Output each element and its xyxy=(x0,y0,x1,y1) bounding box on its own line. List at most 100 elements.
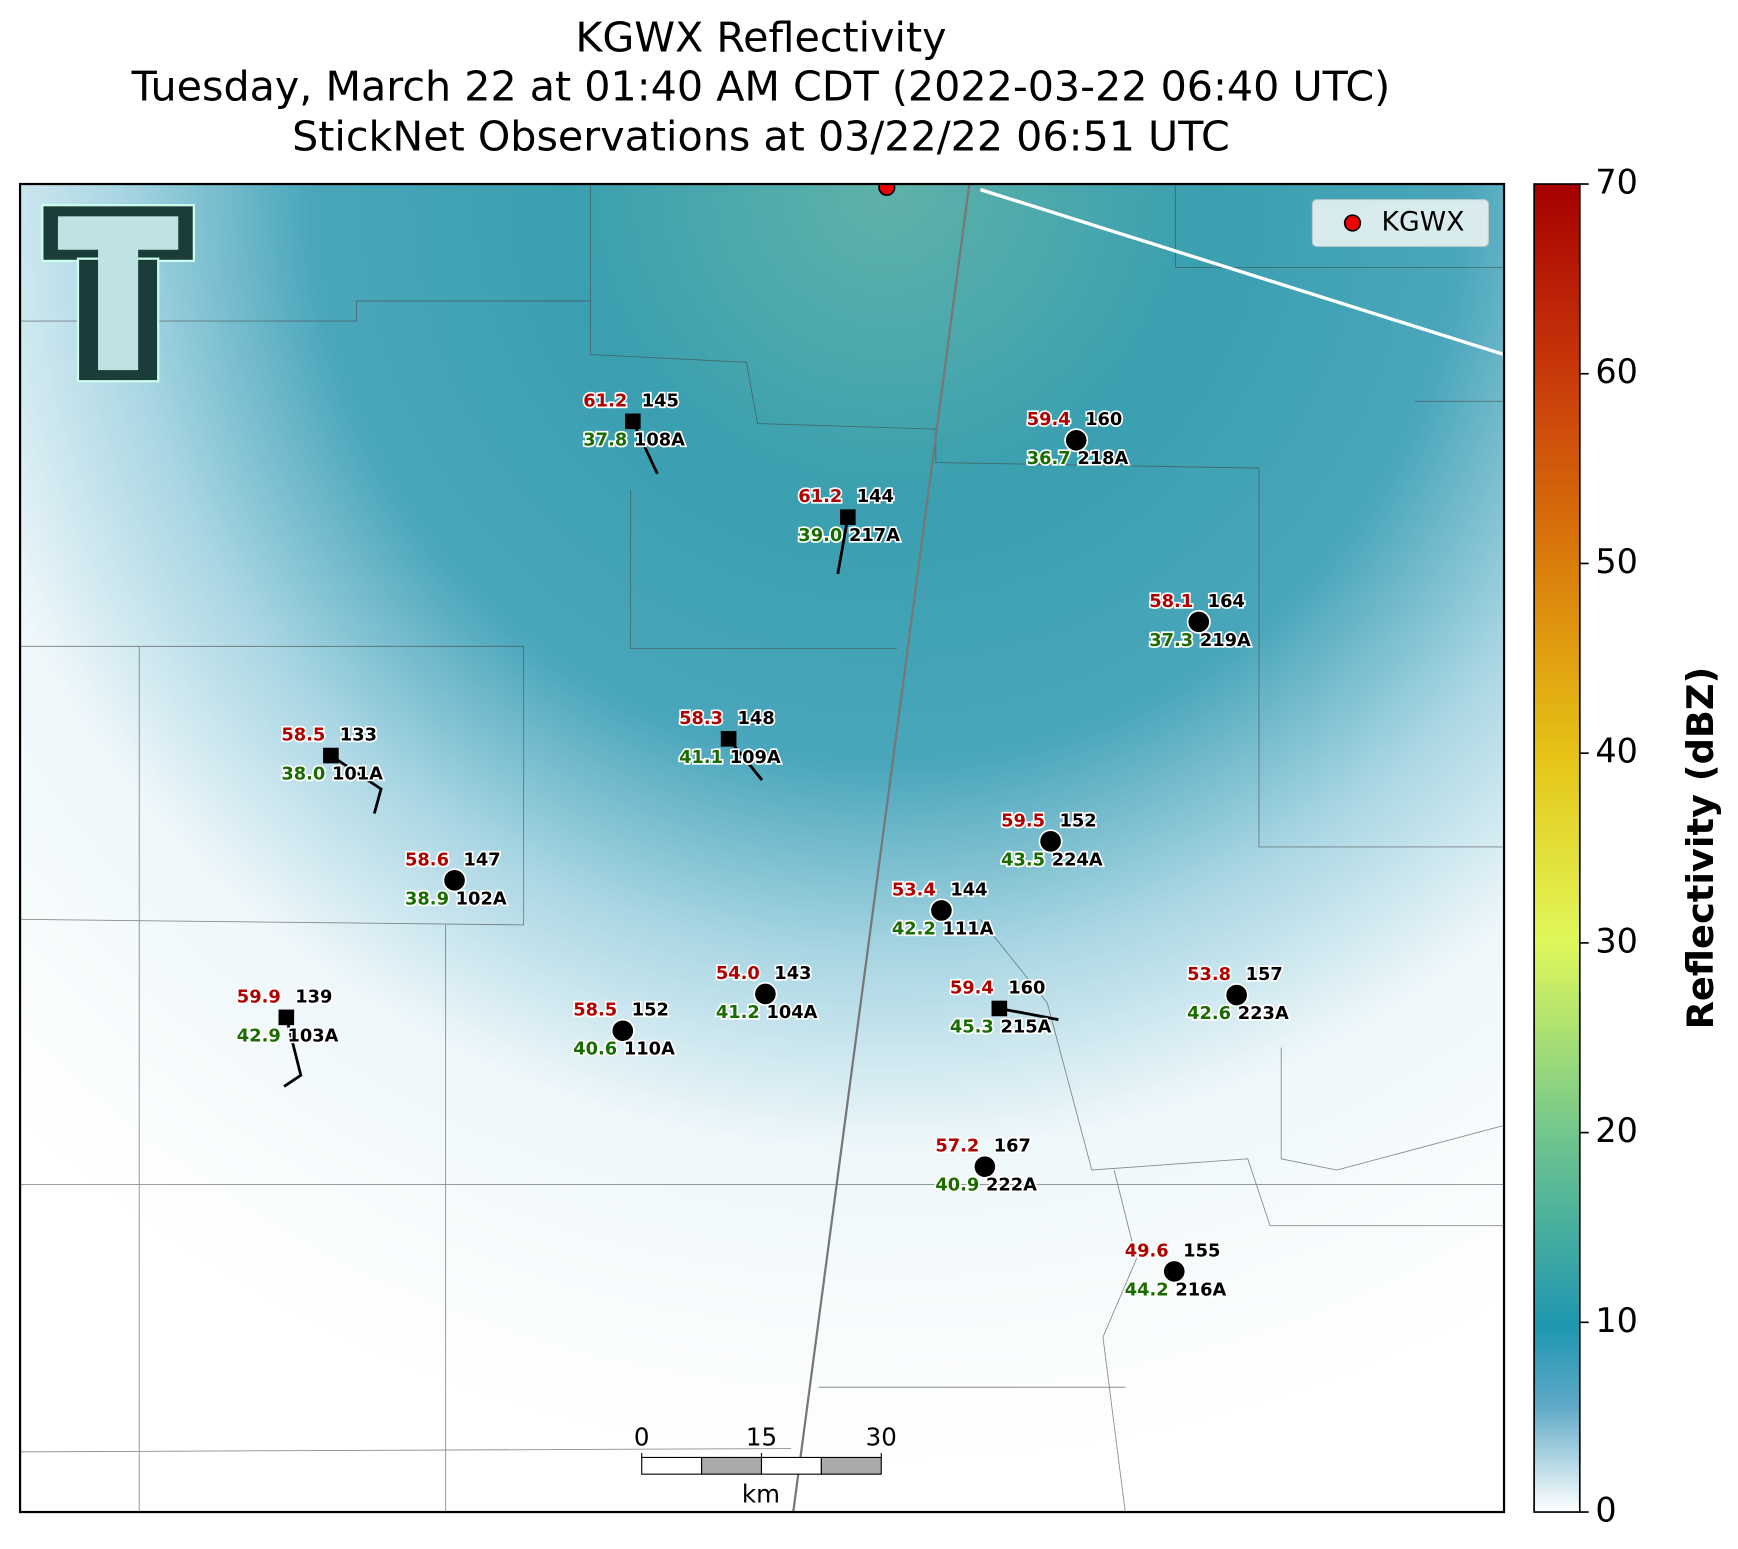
station: 58.5 152 40.6 110A xyxy=(572,998,677,1061)
scale-label: 15 xyxy=(746,1423,777,1452)
scale-label: 0 xyxy=(634,1423,650,1452)
station: 58.6 147 38.9 102A xyxy=(403,848,508,911)
station-black-value: 157 xyxy=(1246,964,1283,985)
station-marker xyxy=(1162,1259,1187,1284)
station: 53.4 144 42.2 111A xyxy=(890,878,995,941)
station: 59.5 152 43.5 224A xyxy=(999,809,1104,872)
station: 59.4 160 36.7 218A xyxy=(1025,408,1130,471)
station-id: 101A xyxy=(332,764,383,785)
scale-bar: 0 15 30 km xyxy=(634,1423,897,1509)
station-green-value: 37.8 xyxy=(583,429,627,450)
station-marker xyxy=(840,509,856,525)
colorbar-tick-label: 40 xyxy=(1595,732,1638,771)
station-green-value: 36.7 xyxy=(1027,448,1071,469)
scale-segment xyxy=(641,1456,703,1475)
station-red-value: 57.2 xyxy=(935,1136,979,1157)
colorbar: 0 10 20 30 40 50 60 70 xyxy=(1533,163,1638,1530)
subtitle: Tuesday, March 22 at 01:40 AM CDT (2022-… xyxy=(131,62,1391,110)
station: 61.2 145 37.8 108A xyxy=(582,389,687,475)
station-marker xyxy=(1224,983,1249,1008)
station-black-value: 144 xyxy=(857,486,894,507)
station-marker xyxy=(929,898,954,923)
station-id: 222A xyxy=(986,1175,1037,1196)
scale-unit: km xyxy=(742,1479,780,1508)
station-black-value: 155 xyxy=(1183,1240,1220,1261)
station: 54.0 143 41.2 104A xyxy=(714,961,819,1024)
station: 57.2 167 40.9 222A xyxy=(934,1134,1039,1197)
station-green-value: 37.3 xyxy=(1149,630,1193,651)
map-frame xyxy=(18,182,1506,1514)
colorbar-tick-label: 70 xyxy=(1595,163,1638,202)
station-green-value: 45.3 xyxy=(950,1016,994,1037)
wind-barb xyxy=(999,1007,1059,1021)
station-black-value: 167 xyxy=(994,1136,1031,1157)
colorbar-tick-label: 10 xyxy=(1595,1301,1638,1340)
station-green-value: 43.5 xyxy=(1001,849,1045,870)
station-marker xyxy=(278,1009,295,1026)
station-id: 215A xyxy=(1000,1016,1051,1037)
logo xyxy=(41,204,195,383)
station-id: 109A xyxy=(730,747,781,768)
station-green-value: 41.2 xyxy=(716,1002,760,1023)
station-id: 110A xyxy=(624,1039,675,1060)
station-marker xyxy=(991,1000,1008,1017)
station-marker xyxy=(1186,609,1211,634)
colorbar-label: Reflectivity (dBZ) xyxy=(1679,667,1722,1030)
colorbar-tick-label: 0 xyxy=(1595,1491,1616,1530)
station-id: 108A xyxy=(634,429,685,450)
station-black-value: 152 xyxy=(632,1000,669,1021)
station-id: 224A xyxy=(1052,849,1103,870)
station-black-value: 152 xyxy=(1060,810,1097,831)
station-id: 217A xyxy=(849,525,900,546)
station-green-value: 42.9 xyxy=(237,1025,281,1046)
station-black-value: 164 xyxy=(1208,591,1245,612)
station-black-value: 133 xyxy=(340,725,377,746)
station-black-value: 160 xyxy=(1008,977,1045,998)
station-green-value: 40.9 xyxy=(935,1175,979,1196)
station-red-value: 61.2 xyxy=(583,390,627,411)
legend-marker xyxy=(1343,214,1362,232)
legend-label: KGWX xyxy=(1381,207,1464,238)
station: 53.8 157 42.6 223A xyxy=(1185,962,1290,1025)
station-black-value: 144 xyxy=(950,879,987,900)
station: 58.5 133 38.0 101A xyxy=(280,723,385,814)
scale-segment xyxy=(760,1456,822,1475)
reflectivity-field xyxy=(20,184,1505,1513)
station-id: 219A xyxy=(1200,630,1251,651)
station-green-value: 39.0 xyxy=(798,525,842,546)
station-black-value: 139 xyxy=(295,986,332,1007)
wind-barb xyxy=(283,1017,303,1088)
station-id: 218A xyxy=(1077,448,1128,469)
station-red-value: 59.4 xyxy=(1027,409,1071,430)
station-red-value: 59.5 xyxy=(1001,810,1045,831)
map-area: 61.2 145 37.8 108A 61.2 144 39.0 217A 59.4 160 36.… xyxy=(20,184,1505,1513)
radial-line xyxy=(792,184,971,1513)
station-green-value: 38.0 xyxy=(281,764,325,785)
station-red-value: 58.3 xyxy=(679,708,723,729)
station-red-value: 53.4 xyxy=(892,879,936,900)
station-red-value: 58.1 xyxy=(1149,591,1193,612)
station: 59.4 160 45.3 215A xyxy=(948,976,1059,1039)
station-black-value: 147 xyxy=(463,849,500,870)
station-red-value: 54.0 xyxy=(716,963,760,984)
station-green-value: 40.6 xyxy=(573,1039,617,1060)
wind-barb xyxy=(836,516,850,575)
station-red-value: 58.6 xyxy=(405,849,449,870)
station-id: 102A xyxy=(456,888,507,909)
wind-barb xyxy=(330,754,383,814)
county-lines xyxy=(20,184,1505,1513)
scale-segment xyxy=(701,1456,763,1475)
legend: KGWX xyxy=(1311,199,1489,247)
observation-time: StickNet Observations at 03/22/22 06:51 … xyxy=(292,112,1230,160)
station: 58.1 164 37.3 219A xyxy=(1148,589,1253,652)
station-red-value: 59.9 xyxy=(237,986,281,1007)
colorbar-tick-label: 20 xyxy=(1595,1111,1638,1150)
station-black-value: 143 xyxy=(774,963,811,984)
radial-line xyxy=(979,188,1505,357)
station-red-value: 59.4 xyxy=(950,977,994,998)
station-id: 104A xyxy=(767,1002,818,1023)
station-black-value: 160 xyxy=(1085,409,1122,430)
station-id: 223A xyxy=(1238,1003,1289,1024)
